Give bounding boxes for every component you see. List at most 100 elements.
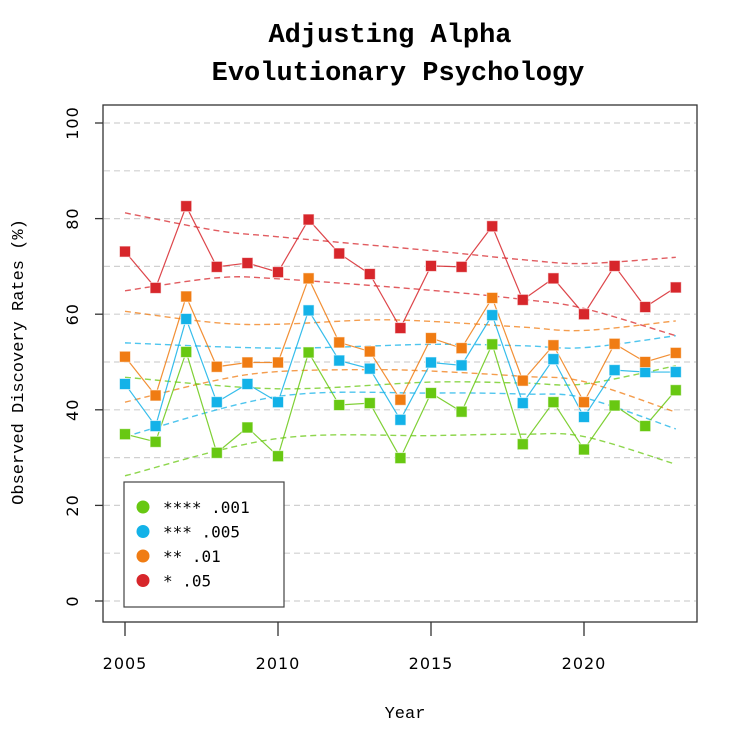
data-point	[302, 346, 315, 359]
confidence-bands	[124, 212, 677, 477]
data-point	[302, 304, 315, 317]
data-point	[547, 353, 560, 366]
data-point	[425, 387, 437, 400]
legend-box	[123, 481, 285, 608]
legend-label: **** .001	[163, 498, 250, 517]
data-point	[669, 366, 682, 379]
data-point	[241, 377, 254, 390]
data-point	[210, 360, 223, 373]
data-point	[486, 338, 499, 351]
data-point	[149, 435, 162, 448]
legend-label: *** .005	[163, 523, 240, 542]
legend-label: * .05	[163, 572, 211, 591]
legend: **** .001 *** .005 ** .01 * .05	[123, 481, 285, 608]
data-point	[272, 266, 284, 279]
data-point	[455, 342, 468, 355]
legend-marker	[136, 549, 150, 563]
data-point	[425, 356, 437, 369]
x-tick-label: 2005	[103, 654, 148, 673]
data-point	[578, 396, 590, 409]
data-point	[241, 356, 254, 369]
data-point	[516, 438, 529, 451]
x-axis-label: Year	[385, 705, 426, 724]
band-upper-series-1	[124, 310, 676, 332]
y-axis-label: Observed Discovery Rates (%)	[10, 219, 29, 505]
data-point	[669, 346, 682, 359]
series-group	[119, 200, 682, 465]
data-point	[425, 259, 437, 272]
data-point	[578, 308, 590, 321]
data-point	[363, 362, 376, 375]
band-upper-series-0	[124, 212, 676, 265]
plot-frame	[102, 104, 698, 623]
y-tick-label: 100	[63, 106, 82, 140]
band-lower-series-3	[124, 432, 677, 477]
x-tick-label: 2010	[256, 654, 301, 673]
band-lower-series-1	[124, 368, 677, 413]
data-point	[149, 389, 162, 402]
data-point	[119, 377, 131, 390]
chart-title: Adjusting Alpha	[268, 21, 511, 51]
data-point	[333, 354, 346, 367]
data-point	[608, 364, 621, 377]
y-tick-label: 20	[63, 494, 82, 516]
data-point	[180, 290, 193, 303]
data-point	[578, 410, 590, 423]
band-upper-series-3	[124, 365, 676, 390]
data-point	[363, 268, 376, 281]
data-point	[210, 446, 223, 459]
data-point	[272, 396, 284, 409]
data-point	[516, 374, 529, 387]
data-point	[272, 450, 284, 463]
legend-label: ** .01	[163, 547, 221, 566]
y-axis: 0 20 40 60 80 100	[63, 106, 103, 607]
data-point	[333, 247, 346, 260]
legend-marker	[136, 574, 150, 587]
data-point	[669, 281, 682, 294]
data-point	[455, 359, 468, 372]
chart-subtitle: Evolutionary Psychology	[212, 59, 585, 89]
data-point	[180, 312, 193, 325]
data-point	[180, 200, 193, 213]
data-point	[333, 399, 346, 412]
data-point	[180, 345, 193, 358]
data-point	[333, 336, 346, 349]
data-point	[394, 413, 407, 426]
data-point	[547, 339, 560, 352]
data-point	[425, 332, 437, 345]
data-point	[578, 443, 590, 456]
data-point	[608, 259, 621, 272]
data-point	[119, 245, 131, 258]
band-upper-series-2	[124, 335, 676, 349]
data-point	[455, 260, 468, 273]
data-point	[486, 220, 499, 233]
data-point	[639, 420, 652, 433]
data-point	[149, 281, 162, 294]
data-point	[394, 393, 407, 406]
y-tick-label: 80	[63, 207, 82, 229]
data-point	[639, 301, 652, 314]
data-point	[302, 272, 315, 285]
x-tick-label: 2020	[562, 654, 607, 673]
data-point	[241, 421, 254, 434]
data-point	[241, 257, 254, 270]
data-point	[272, 356, 284, 369]
legend-marker	[136, 525, 150, 538]
data-point	[669, 384, 682, 397]
y-tick-label: 60	[63, 303, 82, 325]
x-tick-label: 2015	[409, 654, 454, 673]
data-point	[149, 420, 162, 433]
data-point	[119, 350, 131, 363]
data-point	[608, 337, 621, 350]
data-point	[547, 396, 560, 409]
y-tick-label: 0	[63, 595, 82, 606]
data-point	[210, 396, 223, 409]
x-axis: 2005 2010 2015 2020	[103, 622, 607, 673]
data-point	[486, 291, 499, 304]
data-point	[516, 397, 529, 410]
data-point	[486, 309, 499, 322]
y-tick-label: 40	[63, 399, 82, 421]
data-point	[394, 322, 407, 335]
